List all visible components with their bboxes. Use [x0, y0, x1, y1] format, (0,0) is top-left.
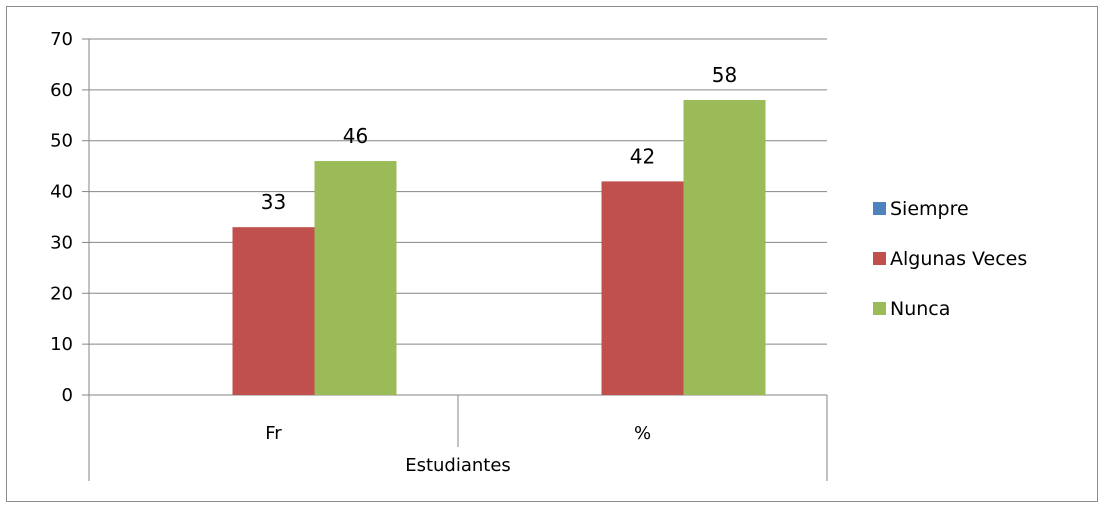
legend-swatch [873, 202, 886, 215]
y-tick-label: 0 [62, 385, 73, 406]
group-label: Estudiantes [405, 455, 511, 476]
bar-algunas-veces-0 [232, 227, 315, 395]
y-tick-label: 10 [50, 334, 73, 355]
data-label: 42 [630, 144, 655, 168]
y-tick-label: 70 [50, 29, 73, 50]
data-label: 58 [712, 63, 737, 87]
data-label: 33 [261, 190, 286, 214]
data-label: 46 [343, 124, 368, 148]
bar-nunca-1 [683, 100, 766, 396]
y-tick-label: 60 [50, 80, 73, 101]
bar-nunca-0 [314, 161, 397, 395]
y-tick-label: 30 [50, 232, 73, 253]
y-tick-label: 20 [50, 283, 73, 304]
legend-swatch [873, 302, 886, 315]
chart-frame: 0 10 20 30 40 50 60 70 Fr% 33 46 42 58 Estudiantes Sie… [6, 6, 1098, 502]
bar-chart: 0 10 20 30 40 50 60 70 Fr % 33 46 42 58 Estudiantes Sie… [50, 29, 1027, 481]
y-tick-label: 50 [50, 131, 73, 152]
x-tick-label: % [634, 423, 651, 444]
legend-label: Siempre [890, 198, 969, 220]
y-tick-label: 40 [50, 182, 73, 203]
legend-swatch [873, 252, 886, 265]
bar-algunas-veces-1 [601, 181, 684, 395]
x-tick-label: Fr [265, 423, 282, 444]
legend-label: Nunca [890, 298, 950, 320]
legend-label: Algunas Veces [890, 248, 1027, 270]
